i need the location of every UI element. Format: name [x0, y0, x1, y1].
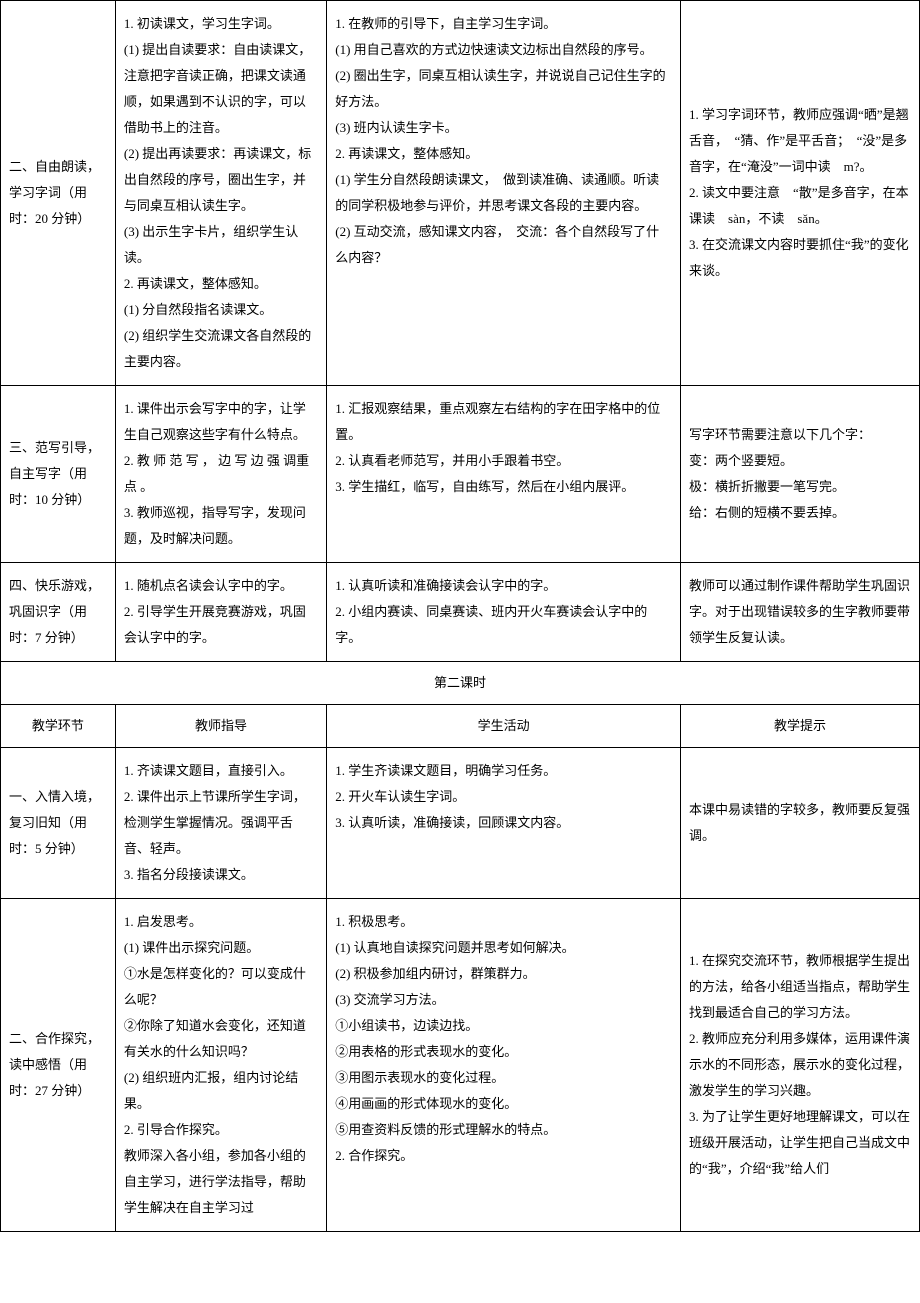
lesson-plan-table: 二、自由朗读，学习字词（用时：20 分钟）1. 初读课文，学习生字词。(1) 提… [0, 0, 920, 1232]
student-activity-cell: 1. 汇报观察结果，重点观察左右结构的字在田字格中的位置。2. 认真看老师范写，… [327, 386, 681, 563]
stage-cell: 三、范写引导，自主写字（用时：10 分钟） [1, 386, 116, 563]
teaching-tip-cell: 写字环节需要注意以下几个字：变：两个竖要短。极：横折折撇要一笔写完。给：右侧的短… [681, 386, 920, 563]
student-activity-cell: 1. 学生齐读课文题目，明确学习任务。2. 开火车认读生字词。3. 认真听读，准… [327, 748, 681, 899]
teacher-guidance-cell: 1. 启发思考。(1) 课件出示探究问题。①水是怎样变化的？可以变成什么呢？②你… [115, 899, 326, 1232]
teaching-tip-cell: 1. 在探究交流环节，教师根据学生提出的方法，给各小组适当指点，帮助学生找到最适… [681, 899, 920, 1232]
student-activity-cell: 1. 在教师的引导下，自主学习生字词。(1) 用自己喜欢的方式边快速读文边标出自… [327, 1, 681, 386]
column-header-c1: 教学环节 [1, 705, 116, 748]
lesson-row-b-1: 二、合作探究，读中感悟（用时：27 分钟）1. 启发思考。(1) 课件出示探究问… [1, 899, 920, 1232]
teaching-tip-cell: 教师可以通过制作课件帮助学生巩固识字。对于出现错误较多的生字教师要带领学生反复认… [681, 563, 920, 662]
teacher-guidance-cell: 1. 课件出示会写字中的字，让学生自己观察这些字有什么特点。2. 教 师 范 写… [115, 386, 326, 563]
lesson-row-a-0: 二、自由朗读，学习字词（用时：20 分钟）1. 初读课文，学习生字词。(1) 提… [1, 1, 920, 386]
column-header-row: 教学环节教师指导学生活动教学提示 [1, 705, 920, 748]
column-header-c3: 学生活动 [327, 705, 681, 748]
column-header-c2: 教师指导 [115, 705, 326, 748]
teaching-tip-cell: 1. 学习字词环节，教师应强调“晒”是翘舌音， “猜、作”是平舌音； “没”是多… [681, 1, 920, 386]
section-divider-row: 第二课时 [1, 662, 920, 705]
teacher-guidance-cell: 1. 初读课文，学习生字词。(1) 提出自读要求：自由读课文，注意把字音读正确，… [115, 1, 326, 386]
stage-cell: 四、快乐游戏，巩固识字（用时：7 分钟） [1, 563, 116, 662]
student-activity-cell: 1. 认真听读和准确接读会认字中的字。2. 小组内赛读、同桌赛读、班内开火车赛读… [327, 563, 681, 662]
teacher-guidance-cell: 1. 齐读课文题目，直接引入。2. 课件出示上节课所学生字词，检测学生掌握情况。… [115, 748, 326, 899]
lesson-row-a-2: 四、快乐游戏，巩固识字（用时：7 分钟）1. 随机点名读会认字中的字。2. 引导… [1, 563, 920, 662]
stage-cell: 一、入情入境，复习旧知（用时：5 分钟） [1, 748, 116, 899]
section-divider: 第二课时 [1, 662, 920, 705]
lesson-row-a-1: 三、范写引导，自主写字（用时：10 分钟）1. 课件出示会写字中的字，让学生自己… [1, 386, 920, 563]
stage-cell: 二、自由朗读，学习字词（用时：20 分钟） [1, 1, 116, 386]
student-activity-cell: 1. 积极思考。(1) 认真地自读探究问题并思考如何解决。(2) 积极参加组内研… [327, 899, 681, 1232]
lesson-row-b-0: 一、入情入境，复习旧知（用时：5 分钟）1. 齐读课文题目，直接引入。2. 课件… [1, 748, 920, 899]
stage-cell: 二、合作探究，读中感悟（用时：27 分钟） [1, 899, 116, 1232]
teaching-tip-cell: 本课中易读错的字较多，教师要反复强调。 [681, 748, 920, 899]
column-header-c4: 教学提示 [681, 705, 920, 748]
teacher-guidance-cell: 1. 随机点名读会认字中的字。2. 引导学生开展竞赛游戏，巩固会认字中的字。 [115, 563, 326, 662]
